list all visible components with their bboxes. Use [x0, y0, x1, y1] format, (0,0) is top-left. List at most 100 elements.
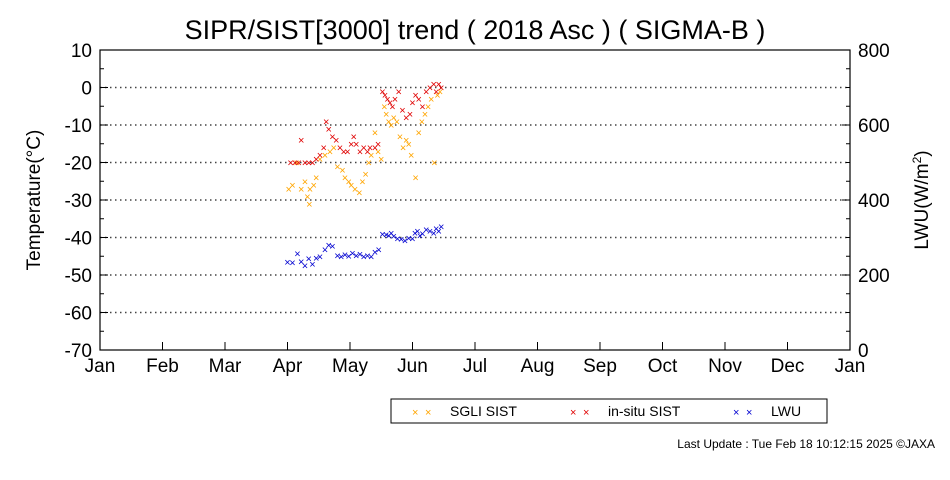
data-point: × [304, 191, 310, 203]
data-point: × [323, 116, 329, 128]
data-point: × [298, 135, 304, 147]
data-point: × [417, 230, 423, 242]
data-point: × [392, 94, 398, 106]
data-point: × [307, 184, 313, 196]
y-tick-label: -40 [65, 229, 92, 250]
data-point: × [388, 120, 394, 132]
y-tick-label: -20 [65, 154, 92, 175]
data-point: × [284, 257, 290, 269]
data-point: × [317, 251, 323, 263]
data-point: × [437, 86, 443, 98]
data-point: × [346, 251, 352, 263]
data-point: × [368, 252, 374, 264]
y2-axis-title: LWU(W/m2) [910, 150, 933, 249]
legend-symbol: × [746, 407, 752, 419]
legend-label: SGLI SIST [450, 403, 517, 419]
data-point: × [346, 176, 352, 188]
data-point: × [294, 248, 300, 260]
data-point: × [322, 150, 328, 162]
data-point: × [327, 146, 333, 158]
data-point: × [356, 188, 362, 200]
data-point: × [372, 143, 378, 155]
data-point: × [383, 109, 389, 121]
data-point: × [298, 184, 304, 196]
data-point: × [407, 109, 413, 121]
data-point: × [391, 113, 397, 125]
data-point: × [388, 228, 394, 240]
data-point: × [341, 146, 347, 158]
data-point: × [381, 101, 387, 113]
data-point: × [409, 98, 415, 110]
data-point: × [349, 248, 355, 260]
data-point: × [359, 176, 365, 188]
data-point: × [342, 173, 348, 185]
data-point: × [317, 150, 323, 162]
data-point: × [298, 257, 304, 269]
legend: × × SGLI SIST × × in-situ SIST × × LWU [390, 398, 828, 424]
data-point: × [296, 158, 302, 170]
y-axis-tick-labels: 10 0 -10 -20 -30 -40 -50 -60 -70 [65, 41, 92, 362]
legend-symbol: × [412, 407, 418, 419]
data-point: × [402, 236, 408, 248]
data-point: × [334, 251, 340, 263]
x-tick-label: May [332, 356, 368, 377]
data-point: × [400, 143, 406, 155]
data-point: × [362, 169, 368, 181]
y2-tick-label: 400 [858, 191, 890, 212]
data-point: × [433, 86, 439, 98]
data-point: × [313, 173, 319, 185]
data-point: × [406, 139, 412, 151]
data-point: × [322, 245, 328, 257]
y2-tick-label: 800 [858, 41, 890, 62]
data-point: × [294, 158, 300, 170]
x-tick-label: Sep [583, 356, 617, 377]
data-point: × [416, 94, 422, 106]
data-point: × [434, 90, 440, 102]
data-point: × [309, 259, 315, 271]
series-0: ××××××××××××××××××××××××××××××××××××××××… [286, 86, 444, 211]
data-point: × [313, 253, 319, 265]
y-tick-label: -30 [65, 191, 92, 212]
data-point: × [333, 135, 339, 147]
data-point: × [287, 158, 293, 170]
data-point: × [334, 161, 340, 173]
data-point: × [436, 226, 442, 238]
data-point: × [321, 143, 327, 155]
data-point: × [353, 139, 359, 151]
data-point: × [409, 233, 415, 245]
y2-tick-label: 600 [858, 116, 890, 137]
data-point: × [419, 228, 425, 240]
data-point: × [397, 131, 403, 143]
x-tick-label: Nov [708, 356, 742, 377]
data-point: × [408, 150, 414, 162]
data-point: × [431, 228, 437, 240]
data-point: × [353, 251, 359, 263]
data-point: × [313, 154, 319, 166]
y-axis-title: Temperature(°C) [24, 130, 45, 271]
data-point: × [357, 146, 363, 158]
data-point: × [342, 249, 348, 261]
x-tick-label: Aug [521, 356, 555, 377]
data-point: × [433, 224, 439, 236]
data-point: × [379, 86, 385, 98]
data-point: × [384, 94, 390, 106]
series-1: ××××××××××××××××××××××××××××××××××××××××… [287, 79, 444, 170]
data-point: × [331, 143, 337, 155]
data-point: × [383, 230, 389, 242]
data-point: × [364, 146, 370, 158]
x-tick-label: Dec [771, 356, 805, 377]
data-point: × [403, 135, 409, 147]
data-point: × [389, 101, 395, 113]
data-point: × [361, 251, 367, 263]
data-point: × [396, 86, 402, 98]
data-point: × [317, 154, 323, 166]
x-tick-label: Jan [85, 356, 116, 377]
data-point: × [423, 86, 429, 98]
data-point: × [387, 98, 393, 110]
data-point: × [425, 101, 431, 113]
y-tick-label: -60 [65, 304, 92, 325]
data-point: × [414, 226, 420, 238]
x-tick-label: Feb [146, 356, 179, 377]
y-tick-label: -50 [65, 266, 92, 287]
